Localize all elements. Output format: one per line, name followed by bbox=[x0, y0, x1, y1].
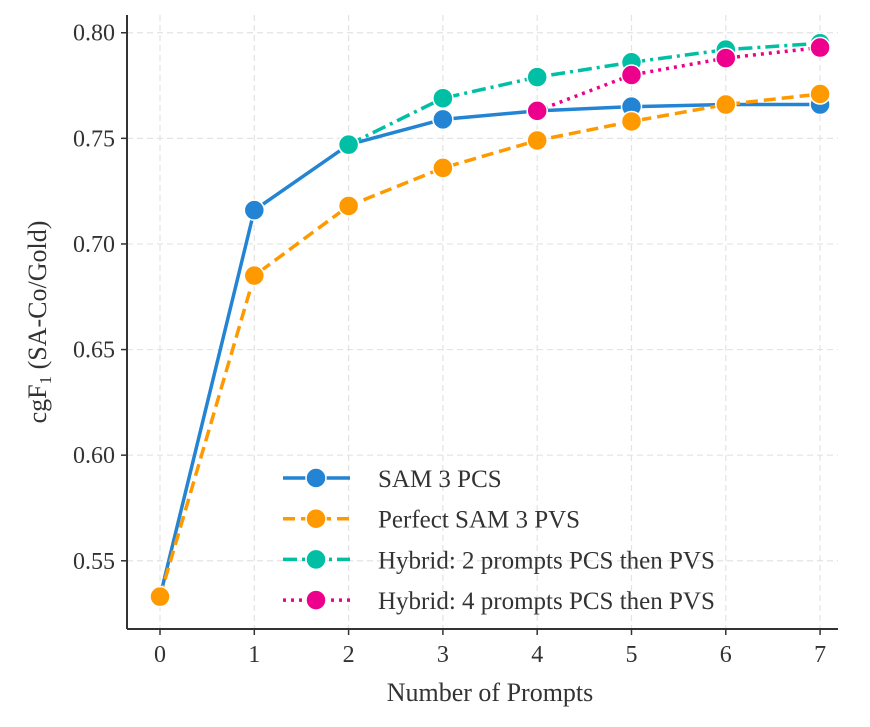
series-line bbox=[158, 102, 821, 598]
legend-marker bbox=[305, 548, 327, 571]
data-point bbox=[715, 93, 737, 116]
legend-label: Perfect SAM 3 PVS bbox=[378, 507, 580, 534]
y-axis-label: cgF1 (SA-Co/Gold) bbox=[23, 221, 55, 424]
data-point bbox=[620, 64, 643, 86]
x-tick-label: 6 bbox=[720, 642, 732, 668]
x-tick-label: 7 bbox=[814, 642, 826, 668]
x-tick-label: 5 bbox=[625, 642, 637, 668]
data-point bbox=[526, 100, 548, 122]
x-tick-label: 2 bbox=[343, 642, 355, 668]
y-tick-label: 0.55 bbox=[73, 549, 115, 575]
x-axis-label: Number of Prompts bbox=[387, 678, 594, 707]
series-line bbox=[158, 92, 821, 598]
y-tick-label: 0.70 bbox=[73, 232, 115, 258]
legend: SAM 3 PCS Perfect SAM 3 PVS Hybrid: 2 prom… bbox=[283, 466, 715, 615]
data-point bbox=[432, 87, 454, 109]
data-point bbox=[432, 157, 454, 179]
data-point bbox=[620, 110, 643, 133]
data-point bbox=[337, 133, 360, 156]
data-point bbox=[149, 585, 171, 608]
data-point bbox=[526, 66, 548, 88]
y-tick-label: 0.65 bbox=[73, 338, 115, 364]
y-tick-label: 0.80 bbox=[73, 21, 115, 47]
data-point bbox=[526, 129, 548, 152]
series-line bbox=[347, 41, 821, 147]
legend-label: Hybrid: 4 prompts PCS then PVS bbox=[378, 588, 715, 615]
ticks: 0 1 2 3 4 5 6 7 0.55 0.60 0.65 0.70 0.75 0.80 bbox=[73, 21, 826, 668]
x-tick-label: 0 bbox=[154, 642, 166, 668]
data-point bbox=[243, 199, 266, 221]
legend-marker bbox=[305, 589, 327, 611]
series-line bbox=[536, 45, 821, 113]
x-tick-label: 3 bbox=[437, 642, 449, 668]
data-point bbox=[809, 83, 831, 105]
data-point bbox=[337, 195, 360, 217]
x-tick-label: 1 bbox=[248, 642, 260, 668]
y-tick-label: 0.60 bbox=[73, 443, 115, 469]
legend-label: SAM 3 PCS bbox=[378, 466, 502, 493]
legend-marker bbox=[305, 507, 327, 530]
x-tick-label: 4 bbox=[531, 642, 543, 668]
legend-marker bbox=[305, 467, 327, 489]
data-point bbox=[809, 36, 831, 59]
series-layer bbox=[149, 32, 831, 608]
legend-label: Hybrid: 2 prompts PCS then PVS bbox=[378, 547, 715, 574]
y-tick-label: 0.75 bbox=[73, 126, 115, 152]
data-point bbox=[243, 264, 266, 287]
data-point bbox=[432, 108, 454, 131]
data-point bbox=[715, 47, 737, 69]
